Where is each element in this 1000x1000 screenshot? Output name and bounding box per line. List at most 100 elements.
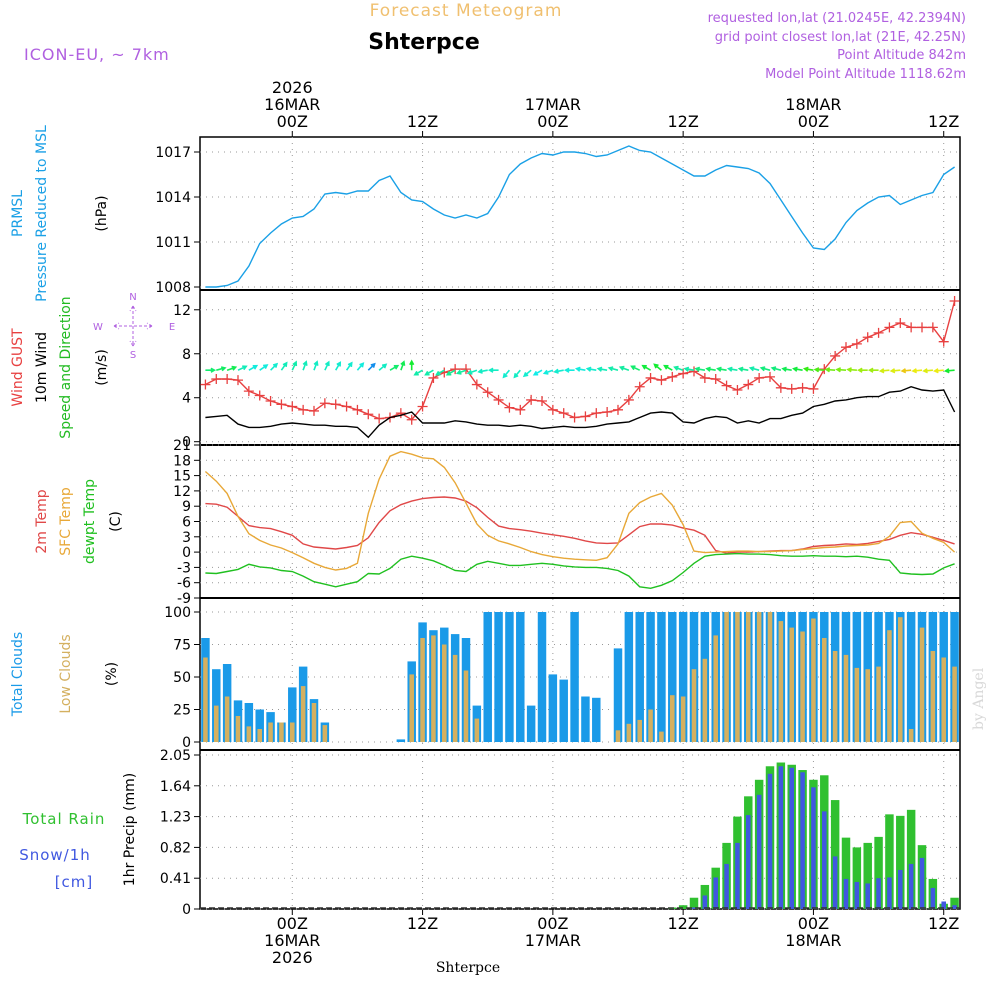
- gust-marker: [699, 372, 710, 383]
- y-tick-label: 0: [182, 545, 191, 561]
- total-cloud-bar: [570, 612, 579, 742]
- y-tick-label: 50: [173, 670, 191, 686]
- wind-direction-arrow: [477, 368, 488, 374]
- wind-direction-arrow: [813, 367, 825, 373]
- total-cloud-bar: [494, 612, 503, 742]
- y-tick-label: 3: [182, 530, 191, 546]
- unit-label: (m/s): [94, 349, 110, 386]
- gust-marker: [515, 404, 526, 415]
- location-title: Shterpce: [368, 30, 480, 55]
- gust-marker: [786, 383, 797, 394]
- requested-coords: requested lon,lat (21.0245E, 42.2394N): [708, 11, 966, 26]
- gust-marker: [851, 338, 862, 349]
- gust-marker: [667, 371, 678, 382]
- wind-direction-arrow: [532, 369, 543, 376]
- low-cloud-bar: [474, 718, 480, 742]
- low-cloud-bar: [463, 670, 469, 742]
- low-cloud-bar: [626, 723, 632, 742]
- wind-direction-arrow: [737, 366, 749, 372]
- low-cloud-bar: [756, 612, 762, 742]
- gust-marker: [276, 399, 287, 410]
- gust-marker: [243, 386, 254, 397]
- wind-direction-arrow: [280, 361, 288, 371]
- low-cloud-bar: [214, 705, 219, 742]
- wind-direction-arrow: [943, 368, 955, 374]
- panel-label: dewpt Temp: [82, 479, 98, 564]
- wind-direction-arrow: [216, 366, 227, 372]
- low-cloud-bar: [832, 651, 838, 742]
- gust-marker: [569, 412, 580, 423]
- snow-bar: [854, 881, 860, 909]
- compass-w: W: [93, 322, 103, 333]
- y-tick-label: 2.05: [160, 748, 191, 764]
- low-cloud-bar: [713, 635, 718, 742]
- unit-label: (C): [108, 511, 124, 532]
- top-time-label: 18MAR: [785, 95, 841, 114]
- low-cloud-bar: [767, 612, 773, 742]
- low-cloud-bar: [746, 612, 751, 742]
- low-cloud-bar: [952, 666, 957, 742]
- gust-marker: [841, 342, 851, 353]
- low-cloud-bar: [670, 695, 675, 742]
- wind-direction-arrow: [857, 367, 868, 373]
- low-cloud-bar: [203, 657, 208, 742]
- total-cloud-bar: [624, 612, 634, 742]
- y-tick-label: 0.41: [160, 871, 191, 887]
- gust-marker: [710, 374, 721, 385]
- wind-direction-arrow: [563, 367, 575, 373]
- compass-e: E: [169, 322, 175, 333]
- wind-direction-arrow: [400, 360, 406, 371]
- panel-label: Snow/1h: [19, 846, 91, 864]
- snow-bar: [789, 767, 794, 909]
- total-cloud-bar: [581, 696, 590, 742]
- low-cloud-bar: [854, 667, 860, 742]
- gust-marker: [493, 394, 504, 405]
- compass-arrows: [113, 305, 153, 347]
- y-tick-label: 75: [173, 638, 191, 654]
- wind-direction-arrow: [630, 365, 641, 371]
- rain-bar: [906, 809, 916, 909]
- low-cloud-bar: [257, 729, 262, 742]
- wind-direction-arrow: [409, 359, 415, 371]
- wind-direction-arrow: [933, 368, 944, 374]
- gust-marker: [482, 387, 493, 398]
- gust-marker: [873, 327, 884, 338]
- gust-marker: [233, 375, 243, 386]
- gust-marker: [417, 401, 428, 412]
- snow-bar: [919, 857, 925, 909]
- wind-direction-arrow: [835, 367, 847, 373]
- wind-direction-arrow: [487, 367, 499, 373]
- low-cloud-bar: [680, 696, 686, 742]
- wind-direction-arrow: [226, 365, 238, 371]
- wind-direction-arrow: [574, 366, 586, 372]
- y-tick-label: -6: [177, 576, 191, 592]
- low-cloud-bar: [235, 716, 241, 742]
- gust-marker: [537, 396, 547, 407]
- total-cloud-bar: [613, 648, 623, 742]
- rain-bar: [852, 847, 862, 909]
- gust-marker: [298, 404, 309, 415]
- wind-direction-arrow: [302, 360, 308, 371]
- snow-bar: [832, 856, 838, 909]
- low-cloud-bar: [409, 674, 414, 742]
- snow-bar: [908, 863, 914, 909]
- gust-marker: [634, 381, 645, 392]
- gust-marker: [547, 404, 558, 415]
- gust-marker: [591, 408, 602, 419]
- top-time-label: 16MAR: [264, 95, 320, 114]
- wind-direction-arrow: [513, 369, 521, 379]
- panel-pressure: 1008 1011 1014 1017 PRMSL Pressure Reduced to…: [10, 125, 960, 302]
- total-cloud-bar: [244, 703, 254, 742]
- wind-direction-arrow: [324, 360, 330, 371]
- y-tick-label: 0: [182, 735, 191, 751]
- low-cloud-bar: [311, 703, 317, 742]
- y-tick-label: 0: [182, 435, 191, 451]
- snow-bar: [724, 863, 729, 909]
- wind-direction-arrow: [542, 369, 554, 375]
- y-tick-label: 4: [182, 391, 191, 407]
- gust-marker: [352, 404, 363, 415]
- wind-direction-arrow: [455, 369, 467, 375]
- wind-direction-arrow: [270, 362, 279, 371]
- low-cloud-bar: [898, 617, 903, 742]
- gust-marker: [797, 382, 808, 393]
